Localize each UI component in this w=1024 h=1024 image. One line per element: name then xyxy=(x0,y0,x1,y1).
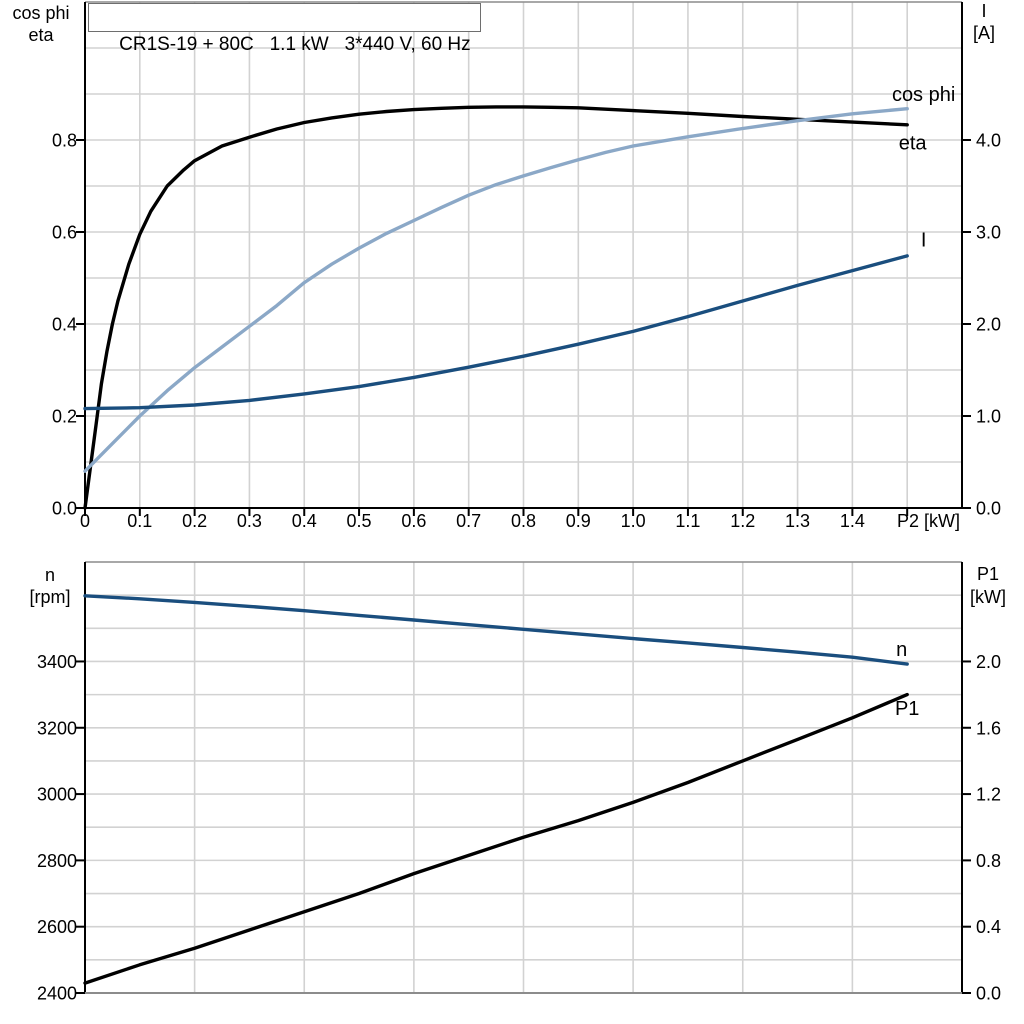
right-axis-tick-label: 0.4 xyxy=(976,917,1001,937)
left-axis-tick-label: 3400 xyxy=(37,652,77,672)
x-axis-unit-label: P2 [kW] xyxy=(897,511,960,531)
left-axis-tick-label: 2400 xyxy=(37,984,77,1004)
I-curve-label: I xyxy=(921,229,927,251)
x-axis-tick-label: 0.7 xyxy=(456,511,481,531)
right-axis-tick-label: 4.0 xyxy=(976,131,1001,151)
x-axis-tick-label: 1.1 xyxy=(675,511,700,531)
right-axis-header: I xyxy=(981,1,986,21)
x-axis-tick-label: 1.3 xyxy=(785,511,810,531)
chart-title: CR1S-19 + 80C 1.1 kW 3*440 V, 60 Hz xyxy=(119,34,471,55)
n-curve xyxy=(83,594,909,666)
right-axis-tick-label: 1.0 xyxy=(976,407,1001,427)
x-axis-tick-label: 0.2 xyxy=(182,511,207,531)
right-axis-tick-label: 1.6 xyxy=(976,718,1001,738)
left-axis-header: n xyxy=(45,565,55,585)
x-axis-tick-label: 0.6 xyxy=(401,511,426,531)
right-axis-header: P1 xyxy=(977,564,999,584)
left-axis-tick-label: 2600 xyxy=(37,917,77,937)
P1-curve xyxy=(83,692,909,985)
left-axis-header: [rpm] xyxy=(29,587,70,607)
x-axis-tick-label: 1.2 xyxy=(730,511,755,531)
x-axis-tick-label: 0.9 xyxy=(566,511,591,531)
x-axis-tick-label: 1.0 xyxy=(621,511,646,531)
cos-phi-curve xyxy=(83,107,909,473)
cos-phi-curve-label: cos phi xyxy=(892,84,955,106)
left-axis-header: eta xyxy=(28,25,54,45)
right-axis-tick-label: 2.0 xyxy=(976,652,1001,672)
x-axis-tick-label: 0 xyxy=(80,511,90,531)
right-axis-tick-label: 3.0 xyxy=(976,223,1001,243)
left-axis-header: cos phi xyxy=(12,3,69,23)
x-axis-tick-label: 0.1 xyxy=(127,511,152,531)
eta-curve xyxy=(83,105,909,510)
left-axis-tick-label: 0.4 xyxy=(52,315,77,335)
x-axis-tick-label: 0.3 xyxy=(237,511,262,531)
x-axis-tick-label: 0.4 xyxy=(292,511,317,531)
x-axis-tick-label: 0.8 xyxy=(511,511,536,531)
P1-curve-label: P1 xyxy=(895,698,919,720)
eta-curve-label: eta xyxy=(899,132,928,154)
x-axis-tick-label: 1.4 xyxy=(840,511,865,531)
right-axis-tick-label: 0.0 xyxy=(976,984,1001,1004)
I-curve xyxy=(83,254,909,411)
chart-title-box: CR1S-19 + 80C 1.1 kW 3*440 V, 60 Hz xyxy=(88,3,481,55)
left-axis-tick-label: 3000 xyxy=(37,785,77,805)
right-axis-header: [A] xyxy=(973,23,995,43)
left-axis-tick-label: 0.2 xyxy=(52,407,77,427)
left-axis-tick-label: 0.6 xyxy=(52,223,77,243)
left-axis-tick-label: 3200 xyxy=(37,718,77,738)
right-axis-header: [kW] xyxy=(970,587,1006,607)
left-axis-tick-label: 0.0 xyxy=(52,499,77,519)
right-axis-tick-label: 2.0 xyxy=(976,315,1001,335)
right-axis-tick-label: 0.8 xyxy=(976,851,1001,871)
x-axis-tick-label: 0.5 xyxy=(347,511,372,531)
n-curve-label: n xyxy=(896,639,907,661)
right-axis-tick-label: 0.0 xyxy=(976,499,1001,519)
left-axis-tick-label: 2800 xyxy=(37,851,77,871)
left-axis-tick-label: 0.8 xyxy=(52,131,77,151)
right-axis-tick-label: 1.2 xyxy=(976,785,1001,805)
